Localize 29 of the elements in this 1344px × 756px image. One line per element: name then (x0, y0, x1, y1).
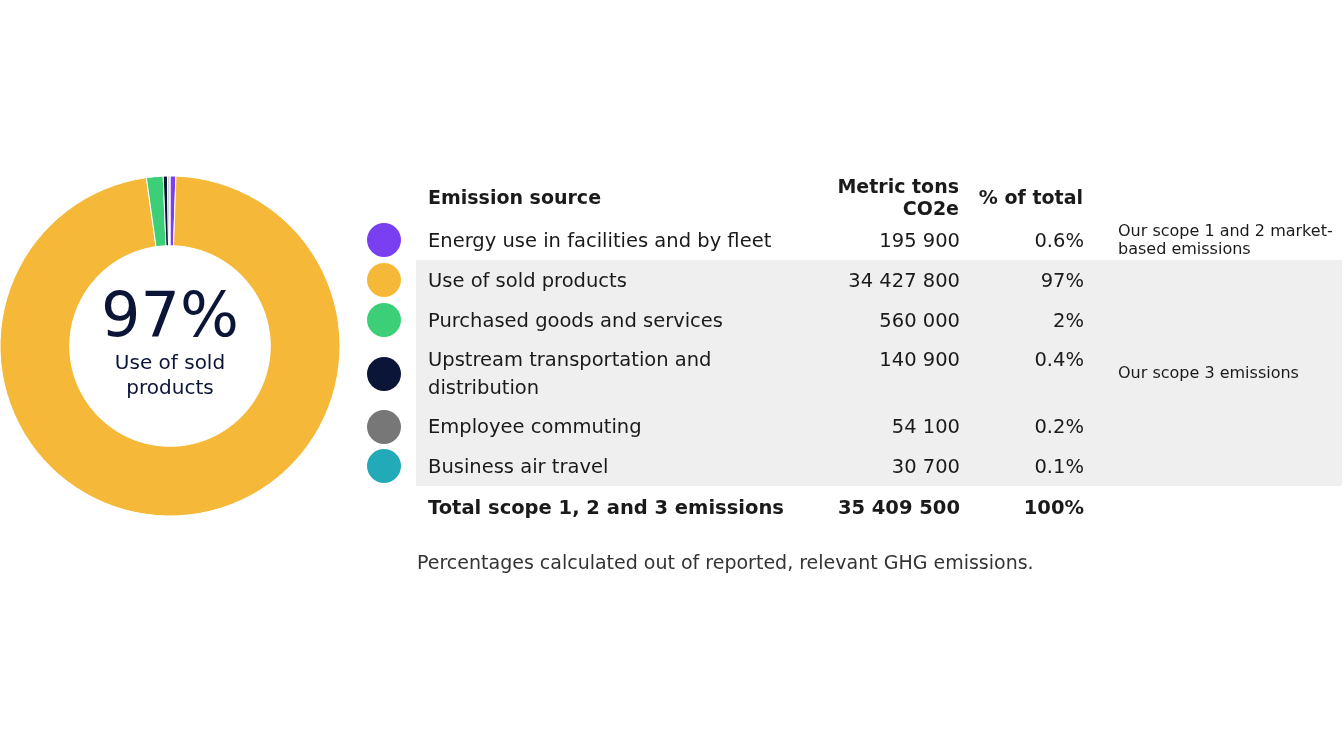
data-label: 140 900 (800, 340, 960, 407)
data-label: 195 900 (878, 227, 960, 254)
legend-label: Upstream transportation and distribution (428, 347, 713, 401)
text: % of total (977, 185, 1084, 210)
text: 0.6% (1033, 227, 1084, 254)
legend-label: Purchased goods and services (416, 300, 800, 340)
legend-label: Use of sold products (416, 260, 800, 300)
text: Use of sold products (113, 350, 227, 400)
text: 35 409 500 (836, 494, 960, 521)
text: 100% (1022, 494, 1084, 521)
legend-label: Employee commuting (416, 407, 800, 446)
text: Total scope 1, 2 and 3 emissions (427, 494, 785, 521)
legend-title: Emission source (427, 185, 603, 210)
text: 97% (960, 260, 1084, 300)
legend-label: Business air travel (416, 446, 800, 486)
text: 0.1% (960, 446, 1084, 486)
text: Our scope 1 and 2 market-based emissions (1117, 220, 1334, 260)
text: 0.2% (960, 407, 1084, 446)
text: 2% (960, 300, 1084, 340)
data-label: 560 000 (800, 300, 960, 340)
text: Percentages calculated out of reported, relevant GHG emissions. (417, 551, 1034, 573)
text: 0.4% (960, 340, 1084, 407)
data-label: 54 100 (800, 407, 960, 446)
text: 97% (100, 278, 240, 351)
data-label: 30 700 (800, 446, 960, 486)
legend-label: Energy use in facilities and by fleet (427, 227, 773, 254)
text: Our scope 3 emissions (1084, 260, 1342, 486)
text: Metric tons CO2e (836, 174, 960, 220)
data-label: 34 427 800 (800, 260, 960, 300)
